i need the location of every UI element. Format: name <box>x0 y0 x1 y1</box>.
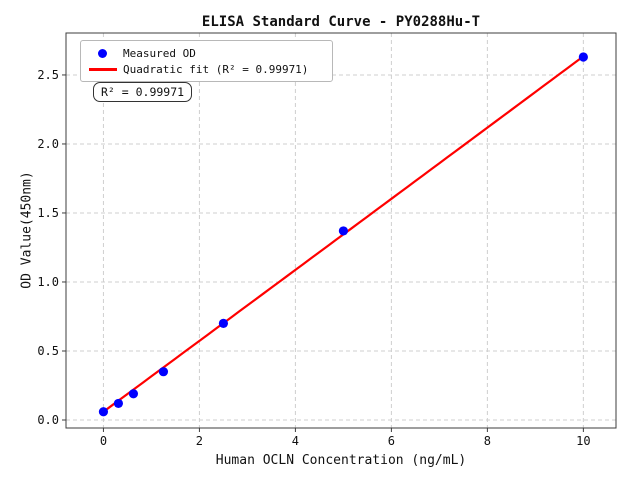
x-tick-label: 6 <box>388 434 395 448</box>
x-tick-label: 8 <box>484 434 491 448</box>
x-tick-label: 0 <box>100 434 107 448</box>
legend-icon-cell <box>86 48 119 58</box>
plot-spines <box>65 32 617 429</box>
data-point <box>158 367 169 377</box>
data-point <box>128 389 139 399</box>
data-point <box>218 318 229 328</box>
data-point <box>578 52 588 62</box>
legend-label-measured-od: Measured OD <box>123 46 196 60</box>
legend-item-quadratic-fit: Quadratic fit (R² = 0.99971) <box>86 61 326 77</box>
y-tick-label: 0.0 <box>37 413 59 427</box>
legend-item-measured-od: Measured OD <box>86 45 326 61</box>
data-point <box>98 407 109 417</box>
tick-labels: 0 2 4 6 8 10 0.0 0.5 1.0 1.5 2.0 2.5 <box>37 68 590 448</box>
legend: Measured OD Quadratic fit (R² = 0.99971) <box>80 40 333 82</box>
y-tick-label: 1.0 <box>37 275 59 289</box>
legend-label-quadratic-fit: Quadratic fit (R² = 0.99971) <box>123 62 309 76</box>
tick-marks <box>62 74 584 432</box>
scatter-marker-icon <box>98 48 107 58</box>
y-tick-label: 2.5 <box>37 68 59 82</box>
data-point <box>113 398 124 409</box>
legend-icon-cell <box>86 67 119 71</box>
measured-od-points <box>98 52 588 417</box>
x-axis-label: Human OCLN Concentration (ng/mL) <box>215 453 467 468</box>
y-tick-label: 2.0 <box>37 137 59 151</box>
x-tick-label: 10 <box>576 434 590 448</box>
data-point <box>338 226 348 236</box>
y-tick-label: 0.5 <box>37 344 59 358</box>
x-tick-label: 2 <box>196 434 203 448</box>
chart-title: ELISA Standard Curve - PY0288Hu-T <box>201 14 481 30</box>
y-axis-label: OD Value(450nm) <box>19 171 35 289</box>
r-squared-annotation: R² = 0.99971 <box>93 82 193 102</box>
y-tick-label: 1.5 <box>37 206 59 220</box>
fit-line-icon <box>88 67 117 71</box>
x-tick-label: 4 <box>292 434 299 448</box>
